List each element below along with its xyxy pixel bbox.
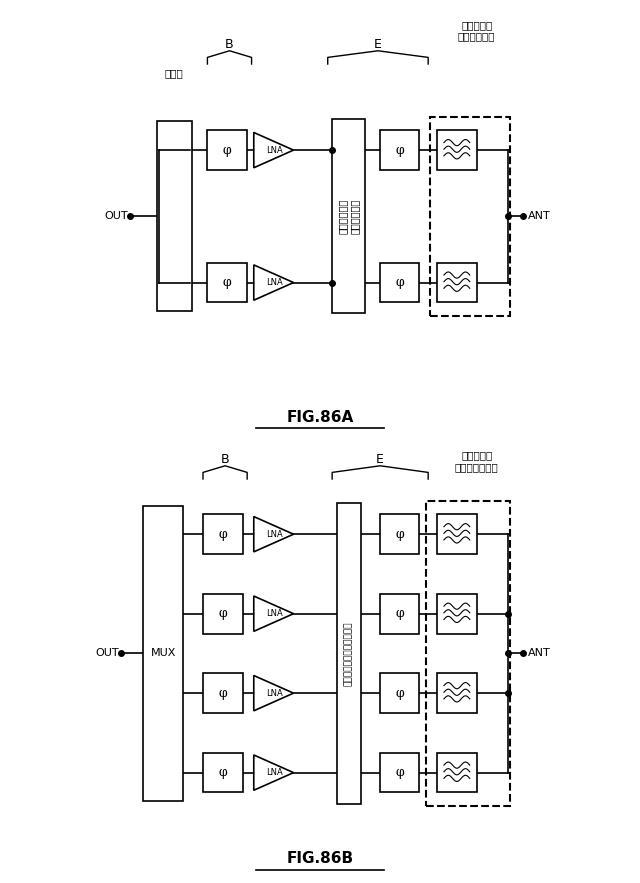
Polygon shape [254, 596, 294, 631]
Text: φ: φ [223, 144, 232, 156]
Text: φ: φ [395, 766, 404, 779]
Text: LNA: LNA [266, 768, 283, 777]
Bar [380, 594, 419, 634]
Text: スイッチングネットワーク: スイッチングネットワーク [344, 621, 353, 686]
Text: LNA: LNA [266, 689, 283, 698]
Text: フィルタ／
ダイプレクサ: フィルタ／ ダイプレクサ [458, 19, 495, 42]
Text: LNA: LNA [266, 278, 283, 287]
Text: ANT: ANT [527, 648, 550, 659]
Text: φ: φ [218, 608, 227, 620]
Text: OUT: OUT [95, 648, 119, 659]
Text: LNA: LNA [266, 530, 283, 539]
Bar [430, 117, 510, 315]
Text: FIG.86B: FIG.86B [287, 851, 353, 866]
Text: φ: φ [218, 687, 227, 699]
Text: E: E [374, 38, 382, 50]
Bar [437, 263, 477, 302]
Text: MUX: MUX [150, 648, 176, 659]
Text: φ: φ [395, 276, 404, 289]
Bar [437, 130, 477, 170]
Text: LNA: LNA [266, 609, 283, 618]
Bar [437, 594, 477, 634]
Text: B: B [225, 38, 234, 50]
Text: OUT: OUT [104, 211, 128, 222]
Text: φ: φ [395, 528, 404, 540]
Text: E: E [376, 453, 384, 465]
Polygon shape [254, 675, 294, 711]
Bar [143, 505, 183, 802]
Text: φ: φ [218, 528, 227, 540]
Text: ANT: ANT [527, 211, 550, 222]
Text: φ: φ [223, 276, 232, 289]
Polygon shape [254, 265, 294, 300]
Bar [380, 514, 419, 555]
Bar [437, 752, 477, 793]
Text: FIG.86A: FIG.86A [286, 410, 354, 425]
Bar [380, 130, 419, 170]
Bar [332, 119, 365, 313]
Polygon shape [254, 132, 294, 168]
Text: φ: φ [395, 608, 404, 620]
Bar [203, 594, 243, 634]
Bar [337, 503, 361, 804]
Text: LNA: LNA [266, 146, 283, 155]
Text: スイッチング
ネットワーク: スイッチング ネットワーク [338, 199, 360, 234]
Bar [437, 673, 477, 713]
Text: B: B [221, 453, 229, 465]
Bar [380, 752, 419, 793]
Bar [207, 263, 247, 302]
Bar [426, 502, 510, 805]
Text: φ: φ [218, 766, 227, 779]
Polygon shape [254, 755, 294, 790]
Bar [380, 263, 419, 302]
Text: φ: φ [395, 144, 404, 156]
Bar [437, 514, 477, 555]
Bar [203, 673, 243, 713]
Text: φ: φ [395, 687, 404, 699]
Text: フィルタ／
マルチプレクサ: フィルタ／ マルチプレクサ [455, 450, 499, 472]
Bar [380, 673, 419, 713]
Bar [203, 514, 243, 555]
Bar [207, 130, 247, 170]
Bar [203, 752, 243, 793]
Polygon shape [254, 517, 294, 552]
Text: 結合器: 結合器 [165, 68, 184, 78]
Bar [157, 121, 192, 311]
